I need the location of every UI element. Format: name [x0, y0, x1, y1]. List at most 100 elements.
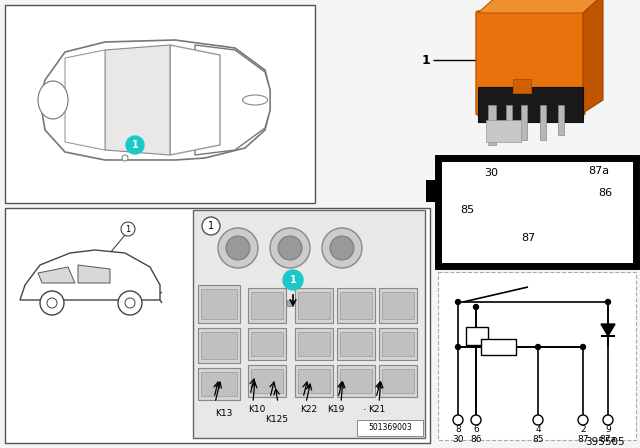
Circle shape: [218, 228, 258, 268]
Text: 1: 1: [290, 275, 296, 285]
Text: 4: 4: [535, 426, 541, 435]
Bar: [295, 365, 333, 397]
Circle shape: [578, 415, 588, 425]
Circle shape: [603, 415, 613, 425]
Polygon shape: [195, 45, 270, 155]
Circle shape: [122, 155, 128, 161]
Circle shape: [322, 228, 362, 268]
Circle shape: [330, 236, 354, 260]
Polygon shape: [38, 267, 75, 283]
Bar: [340, 332, 372, 356]
Circle shape: [202, 217, 220, 235]
Bar: [357, 420, 423, 436]
Bar: [481, 339, 516, 355]
Text: 86: 86: [470, 435, 482, 444]
Bar: [382, 292, 414, 319]
Text: 1: 1: [125, 224, 131, 233]
Bar: [248, 328, 286, 360]
Text: 6: 6: [473, 426, 479, 435]
Text: 1: 1: [208, 221, 214, 231]
Text: 87a: 87a: [588, 166, 609, 176]
Bar: [5, 5, 315, 203]
Bar: [382, 369, 414, 393]
Text: K22: K22: [300, 405, 317, 414]
Bar: [201, 372, 237, 396]
Bar: [486, 120, 521, 142]
Bar: [478, 87, 583, 122]
Text: 1: 1: [422, 53, 430, 66]
Circle shape: [118, 291, 142, 315]
Bar: [295, 288, 333, 323]
Bar: [340, 369, 372, 393]
Bar: [506, 105, 512, 140]
Bar: [438, 158, 636, 266]
Bar: [488, 105, 496, 145]
Text: 87: 87: [521, 233, 535, 243]
Polygon shape: [105, 45, 170, 155]
Circle shape: [40, 291, 64, 315]
Bar: [5, 208, 430, 443]
Bar: [466, 327, 488, 345]
Circle shape: [125, 298, 135, 308]
Text: 87a: 87a: [600, 435, 616, 444]
Bar: [295, 328, 333, 360]
Text: 9: 9: [605, 426, 611, 435]
Polygon shape: [170, 45, 220, 155]
Bar: [337, 365, 375, 397]
Bar: [287, 300, 293, 306]
Text: 86: 86: [598, 188, 612, 198]
Circle shape: [126, 136, 144, 154]
Polygon shape: [20, 250, 160, 300]
Text: K21: K21: [368, 405, 385, 414]
Text: K10: K10: [248, 405, 266, 414]
Circle shape: [47, 298, 57, 308]
Bar: [251, 369, 283, 393]
Circle shape: [226, 236, 250, 260]
Circle shape: [453, 415, 463, 425]
Bar: [298, 292, 330, 319]
Text: ·: ·: [363, 405, 367, 415]
Circle shape: [471, 415, 481, 425]
Bar: [198, 368, 240, 400]
Text: K125: K125: [265, 415, 288, 425]
Circle shape: [456, 300, 461, 305]
Bar: [337, 288, 375, 323]
Text: 2: 2: [580, 426, 586, 435]
Ellipse shape: [243, 95, 268, 105]
Bar: [340, 292, 372, 319]
Circle shape: [605, 300, 611, 305]
Bar: [298, 332, 330, 356]
Text: ·: ·: [331, 405, 335, 415]
Bar: [540, 105, 546, 140]
Bar: [379, 288, 417, 323]
Text: 87: 87: [577, 435, 589, 444]
Bar: [201, 289, 237, 319]
Bar: [337, 328, 375, 360]
Polygon shape: [40, 40, 270, 160]
Bar: [438, 272, 636, 440]
Circle shape: [270, 228, 310, 268]
Circle shape: [536, 345, 541, 349]
Bar: [426, 180, 438, 202]
Bar: [251, 332, 283, 356]
Text: 8: 8: [455, 426, 461, 435]
Text: 501369003: 501369003: [368, 423, 412, 432]
Circle shape: [283, 270, 303, 290]
Bar: [251, 292, 283, 319]
Circle shape: [533, 415, 543, 425]
Polygon shape: [78, 265, 110, 283]
Circle shape: [456, 345, 461, 349]
Circle shape: [121, 222, 135, 236]
Bar: [198, 285, 240, 323]
Text: 30: 30: [484, 168, 498, 178]
Bar: [513, 79, 531, 93]
Polygon shape: [478, 0, 603, 13]
Text: 1: 1: [132, 140, 138, 150]
Bar: [379, 365, 417, 397]
Circle shape: [278, 236, 302, 260]
Text: 30: 30: [452, 435, 464, 444]
Text: 85: 85: [460, 205, 474, 215]
Bar: [248, 288, 286, 323]
Text: K13: K13: [215, 409, 232, 418]
Polygon shape: [583, 0, 603, 113]
